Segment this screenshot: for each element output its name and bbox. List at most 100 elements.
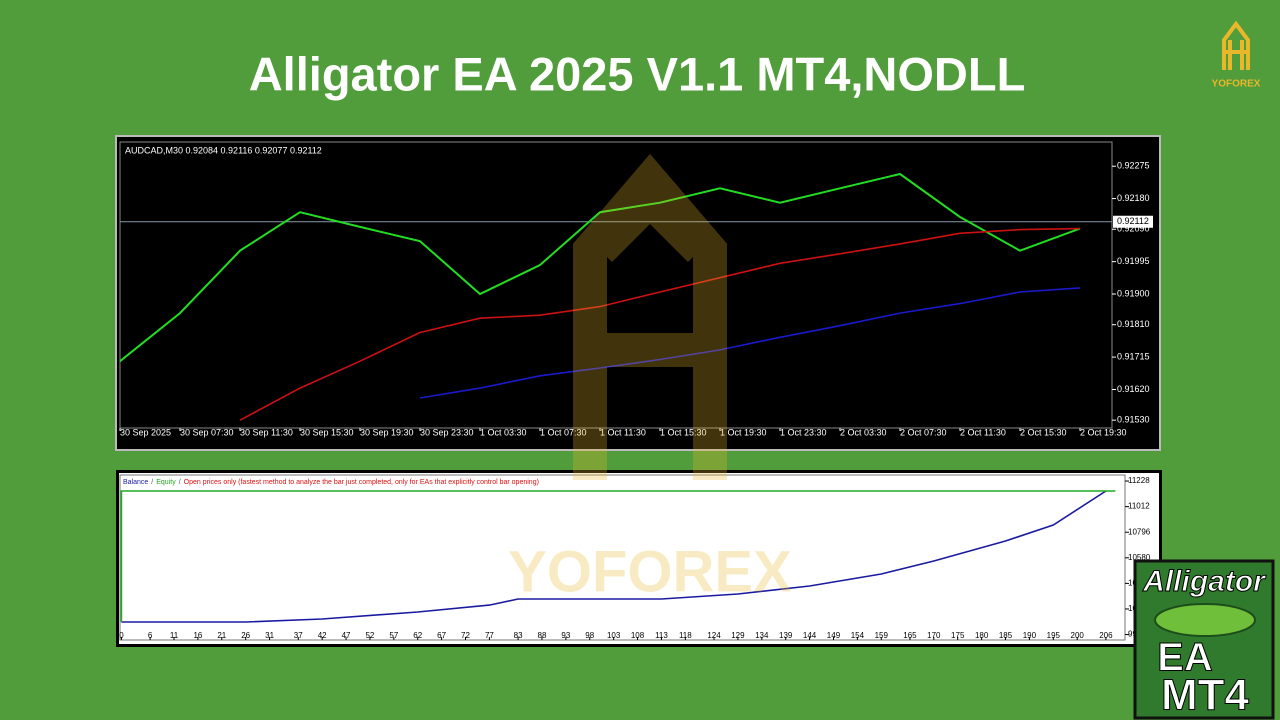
y-tick-label: 0.92090 xyxy=(1117,224,1150,234)
logo-icon xyxy=(1222,20,1250,70)
x-tick-label: 2 Oct 15:30 xyxy=(1020,427,1067,437)
x-tick-label: 1 Oct 11:30 xyxy=(600,427,646,437)
x-tick-label: 139 xyxy=(779,631,793,640)
x-tick-label: 2 Oct 11:30 xyxy=(960,427,1006,437)
logo xyxy=(1222,20,1250,70)
y-tick-label: 0.91810 xyxy=(1117,319,1150,329)
price-chart-panel xyxy=(115,135,1161,451)
x-tick-label: 195 xyxy=(1047,631,1061,640)
x-tick-label: 154 xyxy=(851,631,865,640)
x-tick-label: 159 xyxy=(875,631,889,640)
badge-gator xyxy=(1154,603,1256,637)
x-tick-label: 31 xyxy=(265,631,274,640)
legend-separator: / xyxy=(151,479,153,486)
x-tick-label: 118 xyxy=(679,631,692,640)
badge-title: Alligator xyxy=(1142,565,1267,598)
x-tick-label: 165 xyxy=(903,631,917,640)
y-tick-label: 10580 xyxy=(1128,553,1151,562)
price-plot-border xyxy=(119,141,1113,429)
x-tick-label: 88 xyxy=(538,631,547,640)
logo-text: YOFOREX xyxy=(1212,79,1261,90)
series-line xyxy=(419,287,1081,399)
watermark-icon xyxy=(573,153,727,480)
y-tick-label: 0.92180 xyxy=(1117,193,1150,203)
x-tick-label: 72 xyxy=(461,631,470,640)
y-tick-label: 0.91620 xyxy=(1117,384,1150,394)
x-tick-label: 30 Sep 2025 xyxy=(120,427,171,437)
y-tick-label: 0.91530 xyxy=(1117,415,1150,425)
y-tick-label: 0.91900 xyxy=(1117,288,1150,298)
x-tick-label: 11 xyxy=(170,631,179,640)
y-tick-label: 0.91715 xyxy=(1117,351,1150,361)
legend-separator: / xyxy=(179,479,181,486)
x-tick-label: 57 xyxy=(389,631,398,640)
x-tick-label: 98 xyxy=(585,631,594,640)
x-tick-label: 1 Oct 19:30 xyxy=(720,427,767,437)
x-tick-label: 124 xyxy=(707,631,721,640)
y-tick-label: 10796 xyxy=(1128,527,1151,536)
x-tick-label: 103 xyxy=(607,631,621,640)
symbol-info: AUDCAD,M30 0.92084 0.92116 0.92077 0.921… xyxy=(125,145,322,155)
x-tick-label: 1 Oct 15:30 xyxy=(660,427,707,437)
x-tick-label: 37 xyxy=(294,631,303,640)
model-note: Open prices only (fastest method to anal… xyxy=(184,479,539,486)
series-line xyxy=(239,227,1081,421)
x-tick-label: 180 xyxy=(975,631,989,640)
badge-ea: EA xyxy=(1157,636,1213,680)
x-tick-label: 47 xyxy=(342,631,351,640)
x-tick-label: 200 xyxy=(1071,631,1085,640)
x-tick-label: 1 Oct 23:30 xyxy=(780,427,827,437)
x-tick-label: 113 xyxy=(655,631,668,640)
x-tick-label: 16 xyxy=(193,631,202,640)
x-tick-label: 129 xyxy=(731,631,745,640)
x-tick-label: 30 Sep 11:30 xyxy=(240,427,293,437)
watermark-text: YOFOREX xyxy=(508,539,792,604)
x-tick-label: 6 xyxy=(148,631,153,640)
x-tick-label: 77 xyxy=(485,631,494,640)
last-price-box xyxy=(1113,215,1153,228)
badge xyxy=(1133,559,1275,720)
x-tick-label: 62 xyxy=(413,631,422,640)
x-tick-label: 144 xyxy=(803,631,817,640)
x-tick-label: 185 xyxy=(999,631,1013,640)
x-tick-label: 190 xyxy=(1023,631,1037,640)
x-tick-label: 0 xyxy=(119,631,124,640)
x-tick-label: 2 Oct 03:30 xyxy=(840,427,887,437)
chart-layer: 0.92275 0.92180 0.92090 0.91995 0.91900 0.918… xyxy=(119,161,1153,640)
x-tick-label: 30 Sep 07:30 xyxy=(180,427,234,437)
series-line xyxy=(120,490,1116,622)
legend-entry: Balance xyxy=(123,479,148,486)
y-tick-label: 0.92275 xyxy=(1117,161,1150,171)
watermark: YOFOREX xyxy=(508,153,792,604)
x-tick-label: 52 xyxy=(365,631,374,640)
x-tick-label: 2 Oct 07:30 xyxy=(900,427,947,437)
x-tick-label: 175 xyxy=(951,631,965,640)
x-tick-label: 149 xyxy=(827,631,841,640)
x-tick-label: 42 xyxy=(318,631,327,640)
x-tick-label: 26 xyxy=(241,631,250,640)
x-tick-label: 30 Sep 19:30 xyxy=(360,427,414,437)
x-tick-label: 108 xyxy=(631,631,645,640)
x-tick-label: 30 Sep 15:30 xyxy=(300,427,354,437)
y-tick-label: 11012 xyxy=(1128,502,1150,511)
series-line xyxy=(119,172,1081,362)
series-line xyxy=(121,490,1107,623)
badge-mt4: MT4 xyxy=(1161,671,1250,720)
y-tick-label: 11228 xyxy=(1128,476,1150,485)
x-tick-label: 93 xyxy=(561,631,570,640)
x-tick-label: 1 Oct 03:30 xyxy=(480,427,527,437)
x-tick-label: 21 xyxy=(217,631,226,640)
last-price-label: 0.92112 xyxy=(1117,216,1149,226)
x-tick-label: 206 xyxy=(1099,631,1113,640)
page-title: Alligator EA 2025 V1.1 MT4,NODLL xyxy=(249,47,1026,100)
x-tick-label: 1 Oct 07:30 xyxy=(540,427,587,437)
legend-entry: Equity xyxy=(156,479,176,486)
x-tick-label: 170 xyxy=(927,631,941,640)
x-tick-label: 83 xyxy=(514,631,523,640)
y-tick-label: 0.91995 xyxy=(1117,256,1150,266)
x-tick-label: 134 xyxy=(755,631,769,640)
x-tick-label: 2 Oct 19:30 xyxy=(1080,427,1127,437)
x-tick-label: 30 Sep 23:30 xyxy=(420,427,474,437)
